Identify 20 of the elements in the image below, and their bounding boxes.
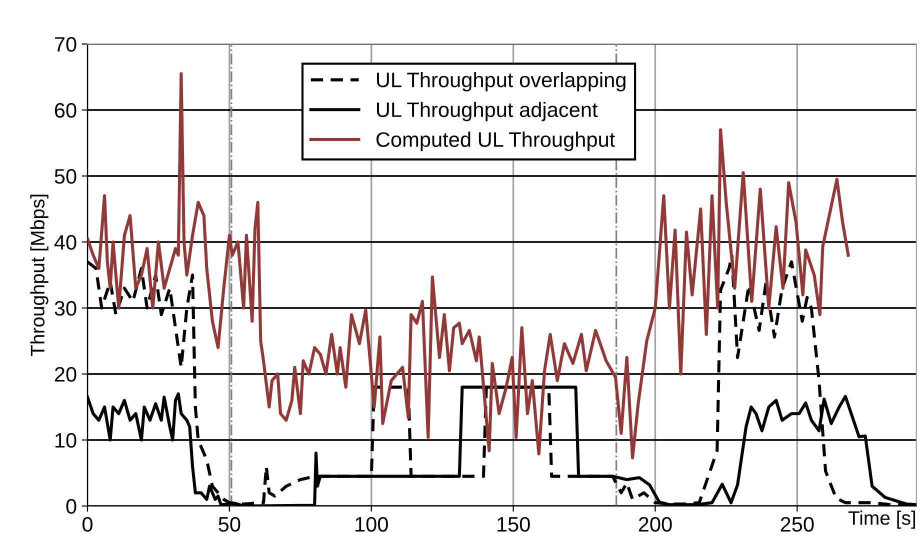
y-tick-label: 20 <box>54 367 76 382</box>
line-series <box>87 72 850 460</box>
x-tick-label: 250 <box>780 516 814 532</box>
legend-label: UL Throughput adjacent <box>377 102 598 122</box>
y-tick-label: 10 <box>55 433 76 448</box>
y-tick-label: 50 <box>54 169 76 184</box>
y-tick-label: 60 <box>54 103 76 118</box>
y-tick-label: 40 <box>54 235 76 250</box>
x-tick-label: 0 <box>82 516 92 532</box>
y-tick-label: 0 <box>66 499 76 514</box>
x-tick-label: 200 <box>638 516 672 532</box>
x-tick-label: 100 <box>356 516 388 532</box>
x-tick-label: 150 <box>498 516 530 532</box>
y-tick-label: 70 <box>54 37 76 52</box>
legend-label: UL Throughput overlapping <box>377 72 626 92</box>
x-tick-label: 50 <box>218 516 240 532</box>
y-tick-label: 30 <box>54 301 76 316</box>
legend-label: Computed UL Throughput <box>376 132 616 152</box>
x-axis-title: Time [s] <box>848 510 916 529</box>
y-axis-title: Throughput [Mbps] <box>30 194 48 356</box>
